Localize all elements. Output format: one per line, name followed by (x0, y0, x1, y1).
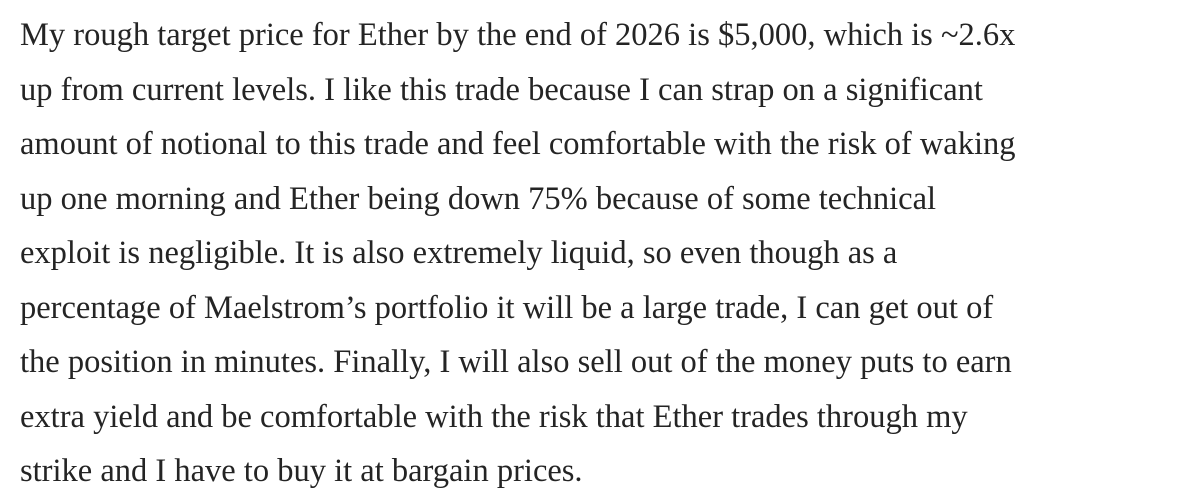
text-line: My rough target price for Ether by the e… (20, 17, 1016, 53)
text-line: up one morning and Ether being down 75% … (20, 180, 937, 217)
text-line: strike and I have to buy it at bargain p… (20, 453, 583, 489)
text-line: exploit is negligible. It is also extrem… (20, 235, 898, 271)
text-line: the position in minutes. Finally, I will… (20, 344, 1012, 380)
text-line: up from current levels. I like this trad… (20, 71, 983, 108)
text-line: amount of notional to this trade and fee… (20, 126, 1016, 162)
text-line: percentage of Maelstrom’s portfolio it w… (20, 289, 994, 326)
text-line: extra yield and be comfortable with the … (20, 398, 968, 435)
